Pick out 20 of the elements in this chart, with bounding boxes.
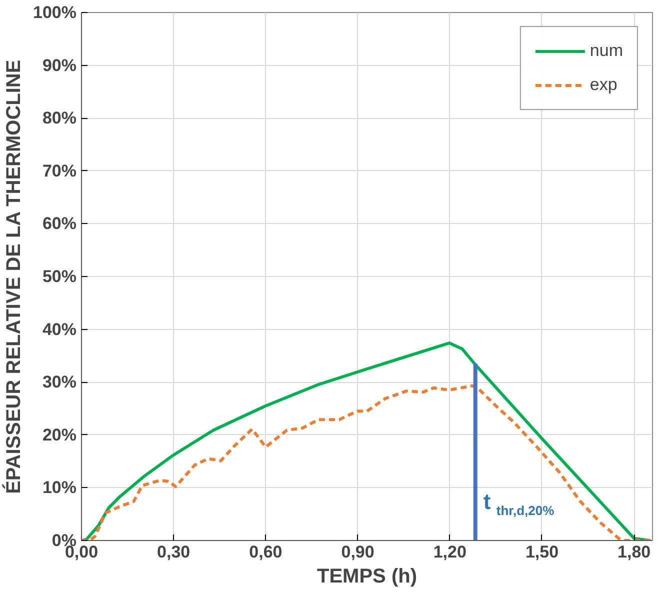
y-tick-label: 50% xyxy=(42,267,77,286)
x-tick-label: 1,20 xyxy=(433,542,466,562)
y-tick-label: 80% xyxy=(42,108,77,128)
legend-label: num xyxy=(590,41,623,61)
x-tick-label: 0,90 xyxy=(341,542,374,562)
y-tick-label: 100% xyxy=(33,3,77,22)
x-tick-label: 0,30 xyxy=(157,542,190,562)
x-axis-title: TEMPS (h) xyxy=(317,566,418,588)
y-tick-label: 70% xyxy=(42,161,77,180)
y-tick-label: 30% xyxy=(42,372,77,392)
x-tick-label: 0,60 xyxy=(249,542,282,562)
x-tick-label: 1,50 xyxy=(525,542,559,562)
y-tick-label: 40% xyxy=(42,320,77,339)
legend-label: exp xyxy=(590,75,618,95)
y-tick-label: 10% xyxy=(42,478,77,498)
y-tick-label: 90% xyxy=(42,56,77,75)
y-axis-title: ÉPAISSEUR RELATIVE DE LA THERMOCLINE xyxy=(2,60,26,494)
x-tick-label: 1,80 xyxy=(618,542,651,562)
y-tick-label: 20% xyxy=(42,425,77,444)
y-tick-label: 60% xyxy=(42,214,77,234)
